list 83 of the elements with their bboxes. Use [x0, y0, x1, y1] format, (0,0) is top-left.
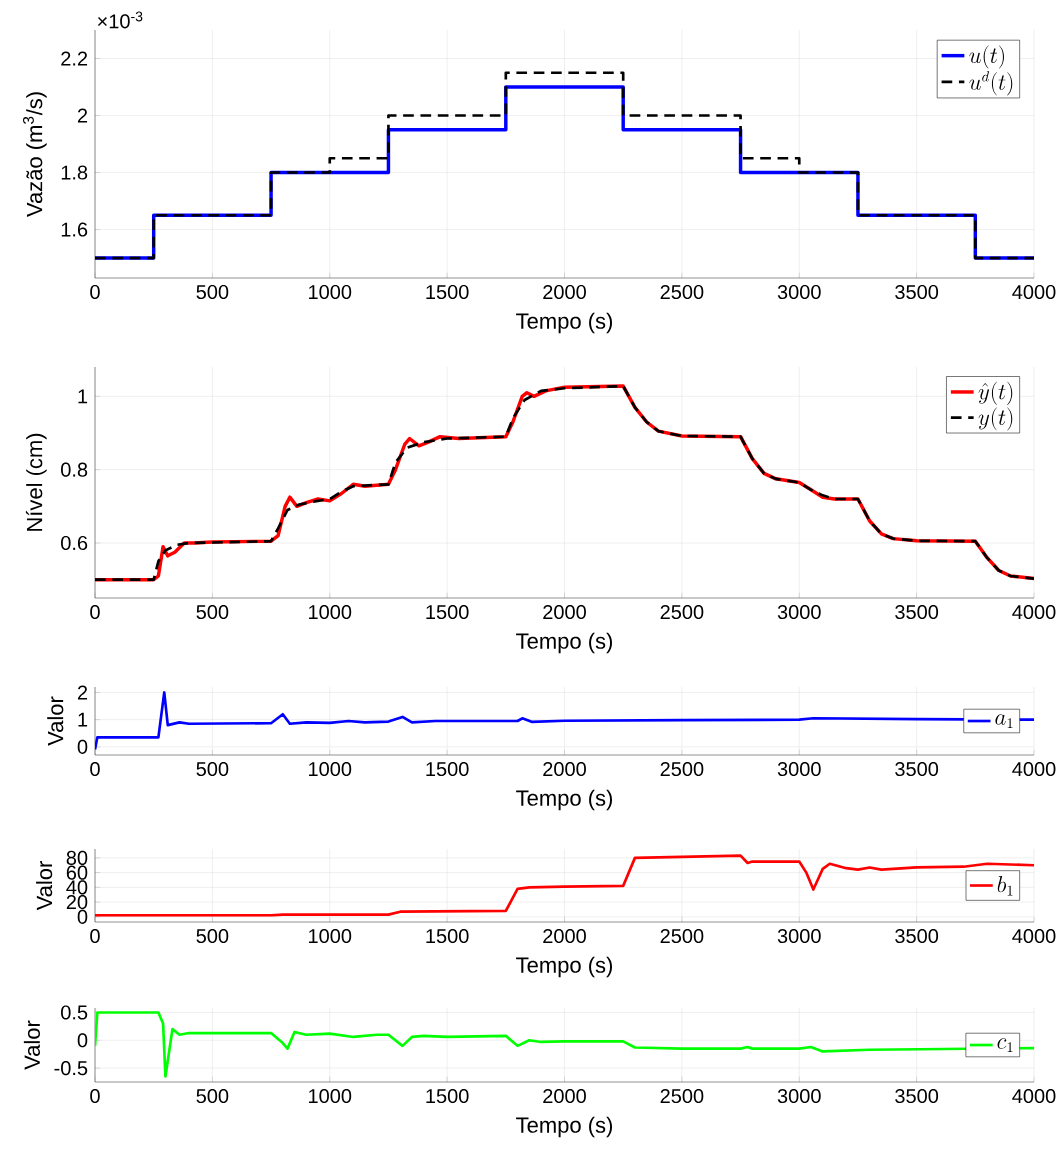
x-tick-label: 4000	[1012, 761, 1056, 777]
y-tick-label: 0.8	[61, 462, 88, 477]
x-tick-label: 1500	[426, 928, 469, 944]
x-tick-label: 3500	[895, 1088, 939, 1104]
x-tick-label: 1000	[309, 1088, 352, 1104]
y-tick-label: 2.2	[61, 51, 88, 66]
x-tick-label: 1500	[426, 761, 469, 777]
legend-label: $a_{1}$	[995, 714, 1013, 728]
line-series	[95, 1011, 1035, 1078]
x-tick-label: 0	[90, 761, 100, 777]
x-axis-title: Tempo (s)	[516, 1116, 613, 1138]
x-tick-label: 2000	[543, 1088, 586, 1104]
y-tick-label: 20	[66, 895, 88, 910]
line-series	[95, 691, 1035, 751]
x-tick-label: 500	[196, 284, 229, 300]
x-tick-label: 500	[196, 928, 229, 944]
x-axis-title: Tempo (s)	[516, 956, 613, 978]
x-tick-label: 500	[196, 761, 229, 777]
x-tick-label: 3000	[777, 284, 821, 300]
x-tick-label: 1000	[309, 761, 352, 777]
x-tick-label: 1500	[426, 284, 469, 300]
x-tick-label: 2500	[660, 1088, 704, 1104]
x-tick-label: 0	[90, 284, 100, 300]
x-tick-label: 2500	[660, 604, 704, 620]
x-tick-label: 1000	[309, 284, 352, 300]
x-tick-label: 0	[90, 1088, 100, 1104]
x-tick-label: 2500	[660, 284, 704, 300]
legend-label: $u(t)$	[969, 45, 1004, 69]
y-tick-label: 1.6	[61, 222, 88, 237]
x-tick-label: 0	[90, 604, 100, 620]
y-tick-label: 2	[77, 685, 88, 700]
x-tick-label: 3500	[895, 761, 939, 777]
y-tick-label: 60	[66, 865, 88, 880]
y-tick-label: 0	[77, 739, 88, 754]
x-tick-label: 4000	[1012, 1088, 1056, 1104]
y-tick-label: 80	[66, 850, 88, 865]
y-axis-title: Nível (cm)	[25, 433, 47, 531]
y-tick-label: 0	[77, 1033, 88, 1048]
x-tick-label: 2000	[543, 761, 586, 777]
x-axis-title: Tempo (s)	[516, 789, 613, 811]
x-tick-label: 2000	[543, 604, 586, 620]
x-tick-label: 4000	[1012, 604, 1056, 620]
x-axis-title: Tempo (s)	[516, 632, 613, 654]
x-tick-label: 1500	[426, 604, 469, 620]
x-tick-label: 1000	[309, 928, 352, 944]
text: ×10$^{-3}$	[97, 11, 143, 29]
y-tick-label: 0	[77, 909, 88, 924]
legend-label: $\hat{y}(t)$	[978, 381, 1013, 405]
x-tick-label: 3000	[777, 761, 821, 777]
x-tick-label: 3000	[777, 1088, 821, 1104]
x-tick-label: 1000	[309, 604, 352, 620]
x-tick-label: 0	[90, 928, 100, 944]
x-tick-label: 2000	[543, 928, 586, 944]
y-axis-title: Valor	[47, 696, 64, 746]
x-tick-label: 3500	[895, 928, 939, 944]
x-tick-label: 500	[196, 604, 229, 620]
x-tick-label: 3000	[777, 604, 821, 620]
x-tick-label: 1500	[426, 1088, 469, 1104]
legend-label: $u^{d}(t)$	[969, 71, 1013, 96]
y-tick-label: 1	[78, 389, 88, 404]
y-axis-title: Vazão (m$^{3}$/s)	[23, 92, 47, 217]
x-axis-title: Tempo (s)	[516, 312, 613, 334]
x-tick-label: 4000	[1012, 284, 1056, 300]
x-tick-label: 2000	[543, 284, 586, 300]
x-tick-label: 3000	[777, 928, 821, 944]
y-tick-label: -0.5	[54, 1061, 88, 1076]
y-tick-label: 0.5	[61, 1005, 88, 1020]
x-tick-label: 2500	[660, 928, 704, 944]
y-axis-title: Valor	[23, 1020, 40, 1070]
y-axis-title: Valor	[36, 861, 53, 911]
legend-label: $c_{1}$	[997, 1038, 1013, 1052]
y-tick-label: 1.8	[61, 165, 88, 180]
legend-label: $b_{1}$	[997, 876, 1013, 896]
y-tick-label: 40	[66, 880, 88, 895]
x-tick-label: 3500	[895, 284, 939, 300]
x-tick-label: 2500	[660, 761, 704, 777]
x-tick-label: 3500	[895, 604, 939, 620]
x-tick-label: 4000	[1012, 928, 1056, 944]
legend-label: $y(t)$	[978, 407, 1013, 431]
y-tick-label: 2	[77, 108, 88, 123]
x-tick-label: 500	[196, 1088, 229, 1104]
y-tick-label: 1	[78, 712, 88, 727]
y-tick-label: 0.6	[61, 535, 88, 551]
